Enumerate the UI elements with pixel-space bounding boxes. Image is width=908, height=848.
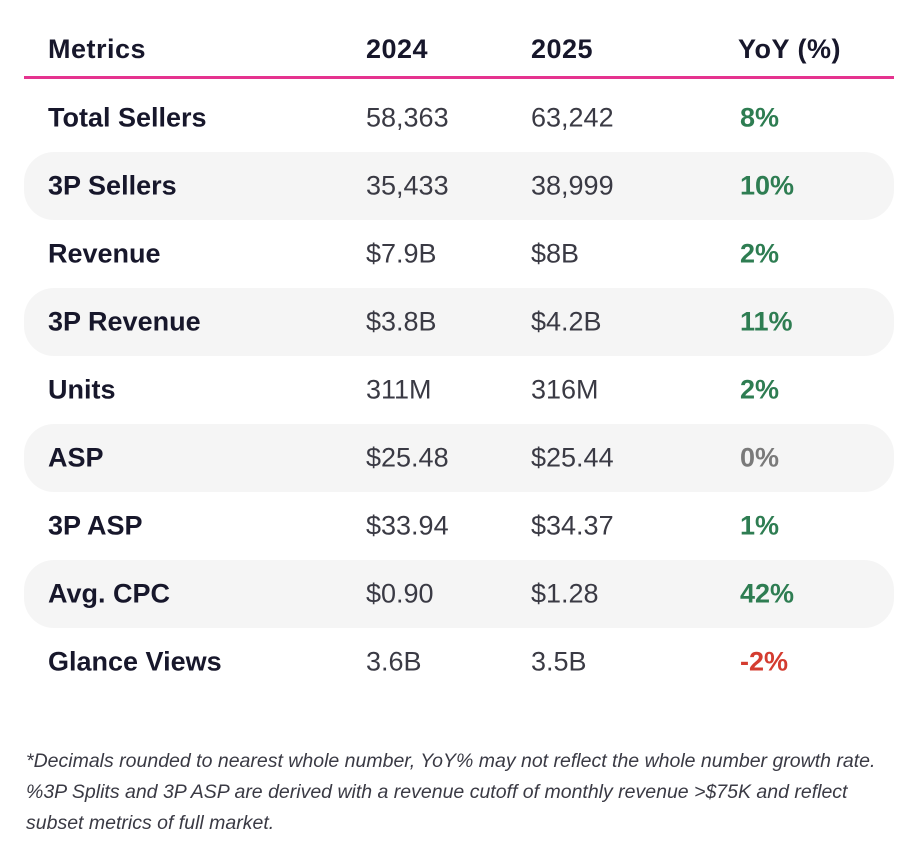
table-row: 3P Revenue $3.8B $4.2B 11% (24, 288, 894, 356)
yoy-value: 42% (740, 578, 795, 609)
table-row: Units 311M 316M 2% (24, 356, 894, 424)
value-2025: 316M (531, 374, 599, 405)
value-2025: 38,999 (531, 170, 614, 201)
value-2024: 311M (366, 374, 432, 405)
metric-label: ASP (48, 442, 104, 473)
yoy-value: 2% (740, 374, 780, 405)
yoy-value: -2% (740, 646, 789, 677)
table-row: Total Sellers 58,363 63,242 8% (24, 84, 894, 152)
value-2024: $33.94 (366, 510, 449, 541)
value-2024: 58,363 (366, 102, 449, 133)
value-2024: 35,433 (366, 170, 449, 201)
value-2024: $7.9B (366, 238, 437, 269)
table-body: Total Sellers 58,363 63,242 8% 3P Seller… (24, 84, 894, 696)
value-2024: $0.90 (366, 578, 434, 609)
value-2024: $3.8B (366, 306, 437, 337)
value-2024: $25.48 (366, 442, 449, 473)
metric-label: 3P Sellers (48, 170, 177, 201)
footnote: *Decimals rounded to nearest whole numbe… (26, 750, 876, 834)
yoy-value: 11% (740, 306, 793, 337)
table-row: Glance Views 3.6B 3.5B -2% (24, 628, 894, 696)
value-2025: $34.37 (531, 510, 614, 541)
table-row: Revenue $7.9B $8B 2% (24, 220, 894, 288)
yoy-value: 0% (740, 442, 780, 473)
metric-label: Revenue (48, 238, 161, 269)
metric-label: 3P ASP (48, 510, 143, 541)
table-row: 3P ASP $33.94 $34.37 1% (24, 492, 894, 560)
value-2025: $4.2B (531, 306, 602, 337)
table-row: Avg. CPC $0.90 $1.28 42% (24, 560, 894, 628)
header-2025: 2025 (531, 34, 594, 64)
metric-label: Units (48, 374, 116, 405)
yoy-value: 1% (740, 510, 780, 541)
table-row: ASP $25.48 $25.44 0% (24, 424, 894, 492)
yoy-value: 8% (740, 102, 780, 133)
value-2025: 63,242 (531, 102, 614, 133)
header-yoy: YoY (%) (738, 34, 842, 64)
table-row: 3P Sellers 35,433 38,999 10% (24, 152, 894, 220)
value-2025: $1.28 (531, 578, 599, 609)
value-2025: 3.5B (531, 646, 587, 677)
value-2025: $8B (531, 238, 580, 269)
header-metrics: Metrics (48, 34, 147, 64)
yoy-value: 10% (740, 170, 795, 201)
value-2025: $25.44 (531, 442, 614, 473)
metric-label: 3P Revenue (48, 306, 201, 337)
metric-label: Avg. CPC (48, 578, 171, 609)
value-2024: 3.6B (366, 646, 422, 677)
header-2024: 2024 (366, 34, 429, 64)
metric-label: Glance Views (48, 646, 222, 677)
yoy-value: 2% (740, 238, 780, 269)
metric-label: Total Sellers (48, 102, 207, 133)
table-header: Metrics 2024 2025 YoY (%) (24, 26, 894, 79)
